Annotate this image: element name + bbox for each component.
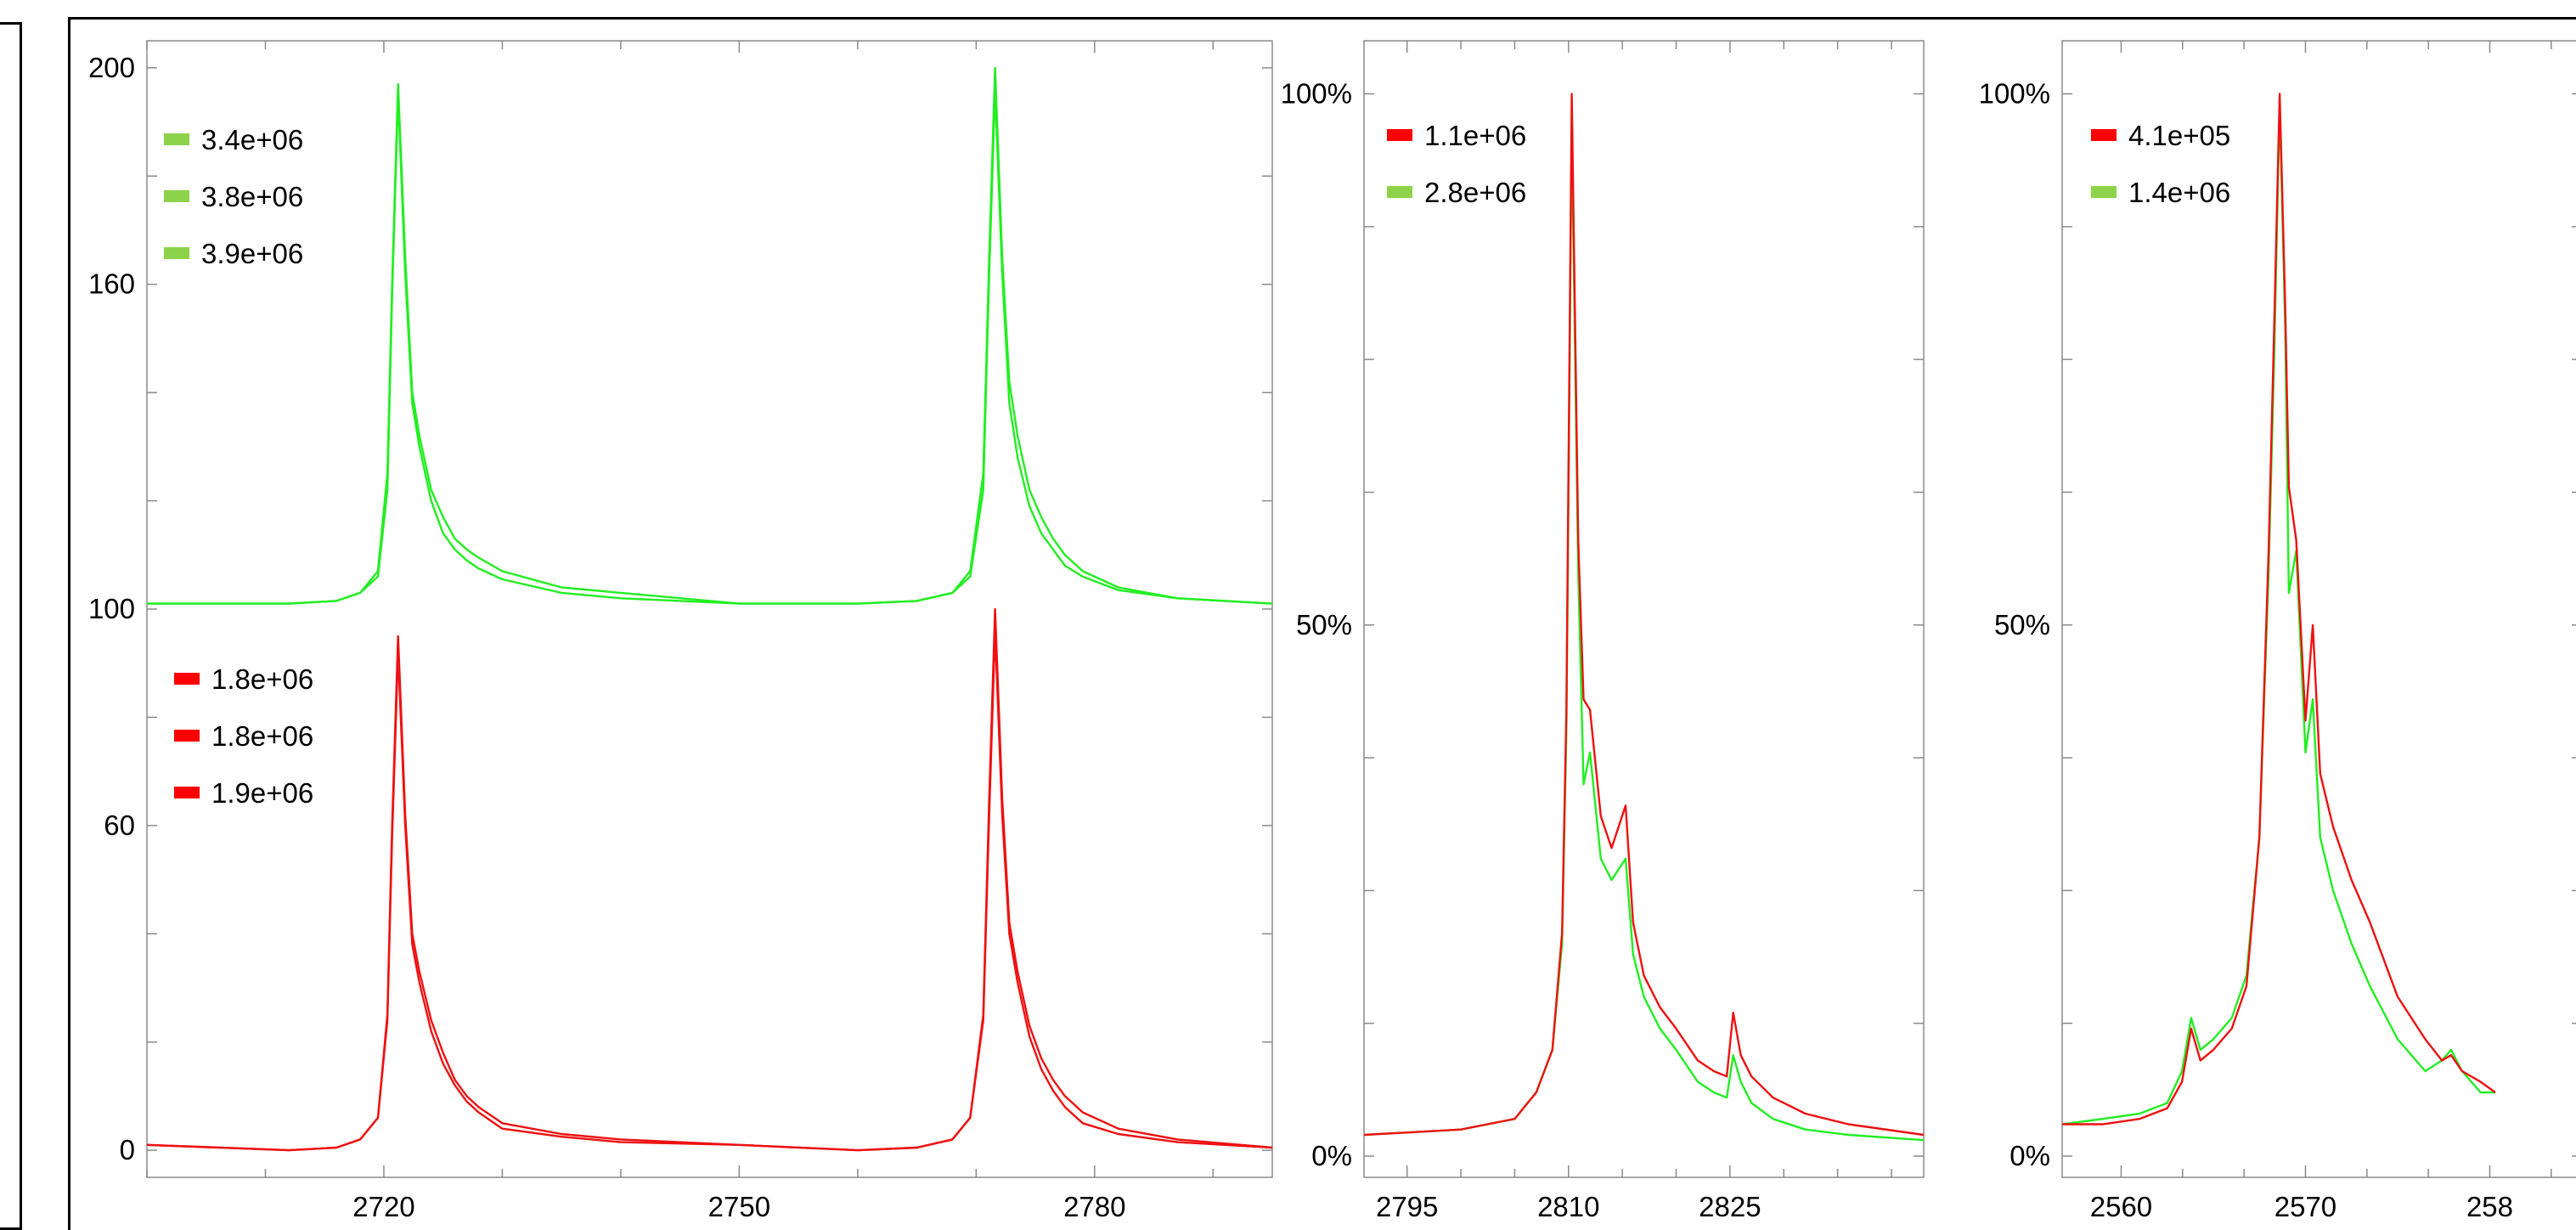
legend-swatch <box>1387 129 1412 141</box>
y-tick-label: 100 <box>88 593 135 624</box>
y-tick-label: 100% <box>1979 78 2050 110</box>
series-line-1 <box>147 66 1273 605</box>
series-line-1 <box>1363 124 1925 1142</box>
x-tick-label: 2560 <box>2090 1191 2152 1222</box>
x-tick-label: 2750 <box>708 1191 770 1222</box>
plot-frame <box>1363 40 1925 1178</box>
legend-label: 3.9e+06 <box>201 238 303 269</box>
main-panel-frame <box>68 17 2576 1230</box>
y-tick-label: 60 <box>104 810 135 841</box>
legend-swatch <box>1387 186 1412 198</box>
legend-label: 3.4e+06 <box>201 124 303 155</box>
series-line-2 <box>2062 93 2496 1126</box>
legend-swatch <box>174 673 200 685</box>
y-tick-label: 0% <box>1311 1140 1352 1171</box>
x-tick-label: 2570 <box>2274 1191 2336 1222</box>
plot-frame <box>146 40 1273 1178</box>
series-line-4 <box>146 629 1273 1152</box>
y-tick-label: 50% <box>1994 609 2050 640</box>
legend-swatch <box>164 247 189 259</box>
legend-swatch <box>174 787 200 798</box>
legend-label: 1.8e+06 <box>211 720 313 752</box>
x-tick-label: 2825 <box>1699 1191 1761 1222</box>
legend-label: 4.1e+05 <box>2128 120 2230 151</box>
y-tick-label: 50% <box>1296 609 1352 640</box>
series-line-3 <box>146 607 1273 1152</box>
legend-swatch <box>2091 186 2117 198</box>
x-tick-label: 258 <box>2466 1191 2513 1222</box>
y-tick-label: 100% <box>1281 78 1352 110</box>
x-tick-label: 2780 <box>1063 1191 1125 1222</box>
series-line-2 <box>1363 93 1925 1137</box>
x-tick-label: 2810 <box>1537 1191 1599 1222</box>
y-tick-label: 200 <box>88 52 135 83</box>
x-tick-label: 2795 <box>1376 1191 1438 1222</box>
legend-swatch <box>164 190 189 202</box>
legend-label: 3.8e+06 <box>201 181 303 212</box>
legend-label: 1.1e+06 <box>1424 120 1526 151</box>
legend-swatch <box>164 133 189 145</box>
x-tick-label: 2720 <box>352 1191 414 1222</box>
chart-panel-2: 2795 2810 2825 0% 50% 100% 1.1e+06 2.8e+06 <box>1281 40 1925 1222</box>
chart-panel-3: 2560 2570 258 0% 50% 100% 4.1e+05 1.4e+06 <box>1979 40 2576 1222</box>
legend-swatch <box>2091 129 2117 141</box>
y-tick-label: 0 <box>120 1134 135 1165</box>
legend-label: 2.8e+06 <box>1424 177 1526 208</box>
y-tick-label: 0% <box>2010 1140 2050 1171</box>
legend-label: 1.9e+06 <box>211 777 313 809</box>
series-line-1 <box>2061 103 2495 1126</box>
series-line-2 <box>147 88 1273 605</box>
legend-label: 1.4e+06 <box>2128 177 2230 208</box>
chart-panel-1: 2720 2750 2780 0 60 100 160 200 3.4e+06 3.8e+06 3.… <box>88 40 1273 1222</box>
left-panel-frame <box>0 22 22 1230</box>
legend-label: 1.8e+06 <box>211 663 313 695</box>
plot-frame <box>2061 40 2576 1178</box>
y-tick-label: 160 <box>88 268 135 300</box>
legend-swatch <box>174 730 200 742</box>
